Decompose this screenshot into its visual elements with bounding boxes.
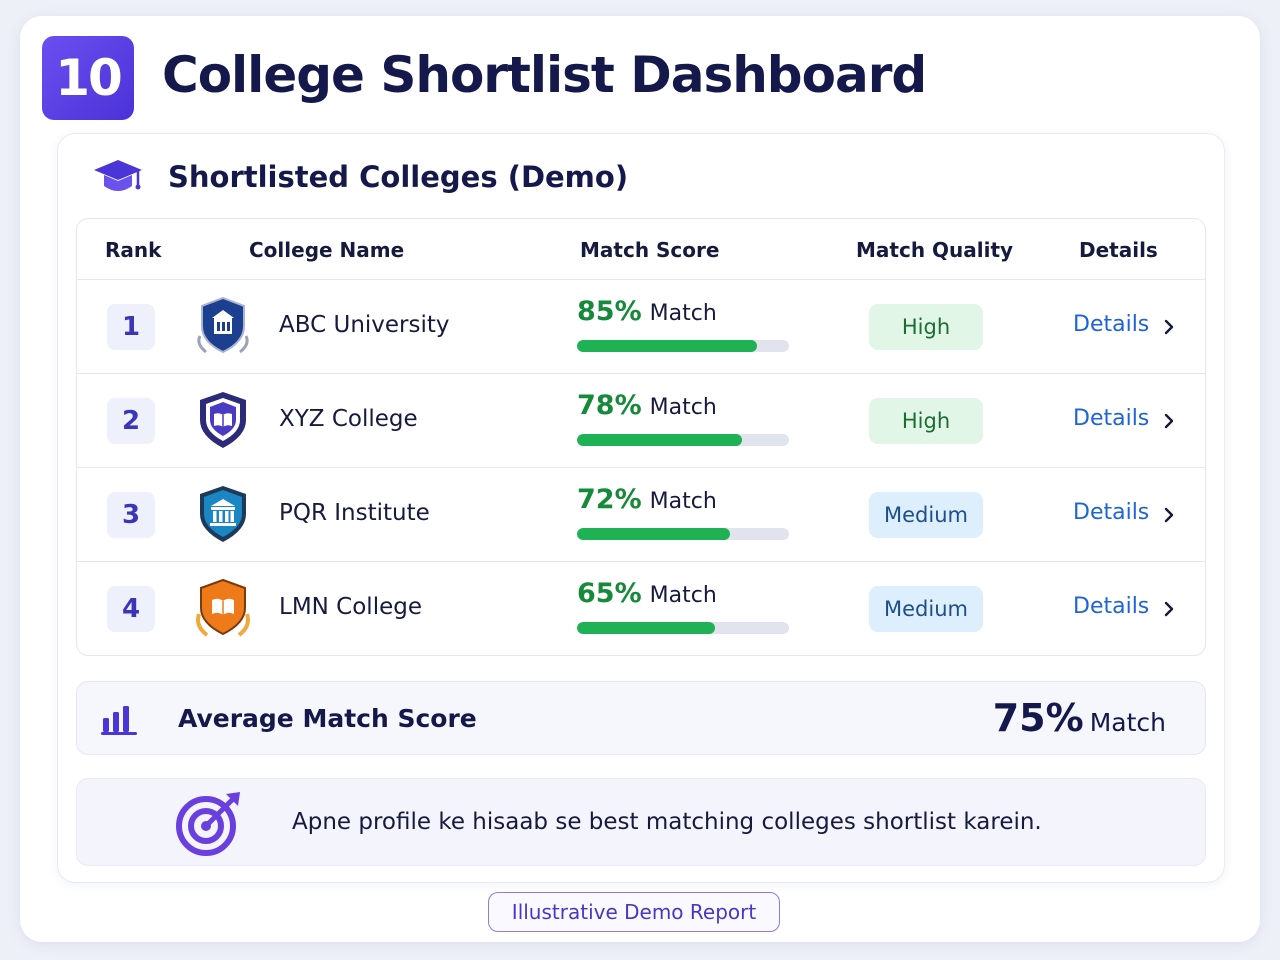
match-score-label: Match bbox=[649, 583, 717, 608]
tip-panel bbox=[76, 778, 1206, 866]
match-score-bar bbox=[577, 340, 789, 352]
match-score-percent: 85% bbox=[577, 296, 642, 327]
target-arrow-icon bbox=[176, 792, 240, 856]
table-row: 3 PQR Institute 72% Match Medium Details bbox=[77, 467, 1205, 561]
match-score-bar bbox=[577, 622, 789, 634]
book-laurel-crest-icon bbox=[196, 578, 250, 637]
page-title: College Shortlist Dashboard bbox=[162, 46, 927, 104]
match-score-percent: 72% bbox=[577, 484, 642, 515]
match-score-label: Match bbox=[649, 395, 717, 420]
details-link[interactable]: Details bbox=[1073, 594, 1150, 619]
match-score-bar-fill bbox=[577, 340, 758, 352]
table-row: 1 ABC University 85% Match High Details bbox=[77, 279, 1205, 373]
table-row: 2 XYZ College 78% Match High Details bbox=[77, 373, 1205, 467]
match-quality-badge: High bbox=[869, 304, 983, 350]
chevron-right-icon[interactable] bbox=[1163, 412, 1175, 430]
rank-badge: 2 bbox=[107, 398, 155, 444]
match-score-bar-fill bbox=[577, 434, 743, 446]
college-name: PQR Institute bbox=[279, 500, 430, 526]
average-score-value: 75% Match bbox=[993, 696, 1166, 740]
match-score-percent: 65% bbox=[577, 578, 642, 609]
column-header-match-quality: Match Quality bbox=[856, 238, 1014, 262]
rank-badge: 1 bbox=[107, 304, 155, 350]
average-score-percent: 75% bbox=[992, 696, 1084, 740]
book-crest-icon bbox=[200, 392, 246, 448]
match-score-label: Match bbox=[649, 489, 717, 514]
bar-chart-icon bbox=[101, 706, 137, 735]
match-score: 78% Match bbox=[577, 390, 717, 421]
chevron-right-icon[interactable] bbox=[1163, 600, 1175, 618]
column-header-match-score: Match Score bbox=[580, 238, 720, 262]
average-score-word: Match bbox=[1089, 708, 1166, 737]
match-quality-badge: High bbox=[869, 398, 983, 444]
step-number-badge: 10 bbox=[42, 36, 134, 120]
university-crest-icon bbox=[197, 296, 249, 354]
column-header-rank: Rank bbox=[105, 238, 162, 262]
match-quality-badge: Medium bbox=[869, 586, 983, 632]
match-score-percent: 78% bbox=[577, 390, 642, 421]
college-name: XYZ College bbox=[279, 406, 418, 432]
match-score: 72% Match bbox=[577, 484, 717, 515]
match-score-label: Match bbox=[649, 301, 717, 326]
chevron-right-icon[interactable] bbox=[1163, 506, 1175, 524]
column-header-college-name: College Name bbox=[249, 238, 405, 262]
details-link[interactable]: Details bbox=[1073, 406, 1150, 431]
match-score: 85% Match bbox=[577, 296, 717, 327]
match-score-bar-fill bbox=[577, 622, 715, 634]
column-header-details: Details bbox=[1079, 238, 1158, 262]
graduation-cap-icon bbox=[94, 160, 142, 191]
match-score-bar-fill bbox=[577, 528, 730, 540]
match-score: 65% Match bbox=[577, 578, 717, 609]
table-row: 4 LMN College 65% Match Medium Details bbox=[77, 561, 1205, 655]
college-name: ABC University bbox=[279, 312, 450, 338]
average-score-panel bbox=[76, 681, 1206, 755]
match-score-bar bbox=[577, 434, 789, 446]
rank-badge: 4 bbox=[107, 586, 155, 632]
tip-text: Apne profile ke hisaab se best matching … bbox=[292, 809, 1042, 835]
demo-report-badge: Illustrative Demo Report bbox=[488, 892, 780, 932]
match-quality-badge: Medium bbox=[869, 492, 983, 538]
rank-badge: 3 bbox=[107, 492, 155, 538]
match-score-bar bbox=[577, 528, 789, 540]
card-title: Shortlisted Colleges (Demo) bbox=[168, 160, 629, 194]
details-link[interactable]: Details bbox=[1073, 312, 1150, 337]
pillars-crest-icon bbox=[200, 486, 246, 542]
chevron-right-icon[interactable] bbox=[1163, 318, 1175, 336]
college-name: LMN College bbox=[279, 594, 422, 620]
average-score-label: Average Match Score bbox=[178, 704, 477, 733]
details-link[interactable]: Details bbox=[1073, 500, 1150, 525]
